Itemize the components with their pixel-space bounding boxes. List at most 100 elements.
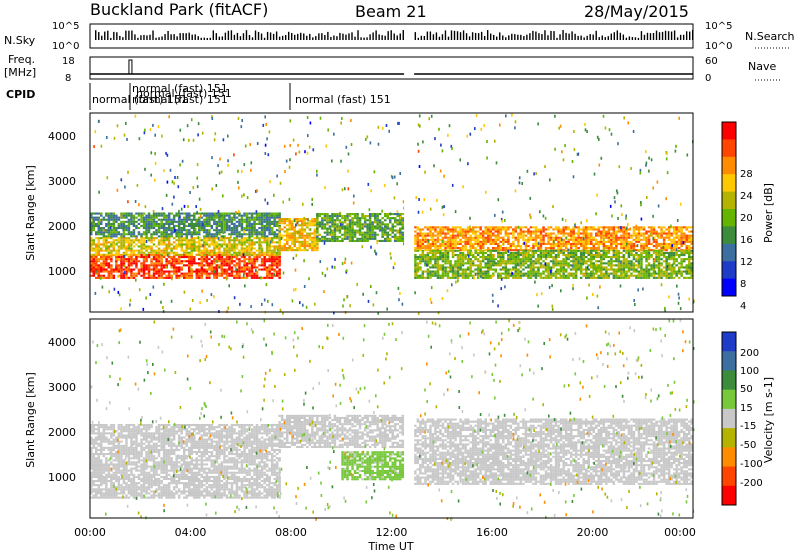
heatmap-cell xyxy=(618,271,621,273)
heatmap-cell xyxy=(226,262,229,264)
heatmap-cell xyxy=(673,231,676,233)
heatmap-cell xyxy=(374,225,377,227)
heatmap-cell xyxy=(605,275,608,277)
heatmap-cell xyxy=(301,233,304,235)
heatmap-cell xyxy=(427,260,430,262)
heatmap-cell xyxy=(628,237,631,239)
heatmap-cell xyxy=(329,219,332,221)
heatmap-cell xyxy=(125,271,128,273)
heatmap-cell xyxy=(243,260,246,262)
heatmap-cell xyxy=(203,256,206,258)
nsky-sample xyxy=(571,31,572,40)
heatmap-cell xyxy=(251,254,254,256)
heatmap-cell xyxy=(271,223,274,225)
heatmap-cell xyxy=(497,231,500,233)
heatmap-cell xyxy=(336,217,339,219)
heatmap-cell xyxy=(366,225,369,227)
heatmap-cell xyxy=(211,227,214,229)
heatmap-cell xyxy=(469,275,472,277)
heatmap-cell xyxy=(522,269,525,271)
heatmap-cell xyxy=(381,221,384,223)
heatmap-cell xyxy=(246,239,249,241)
heatmap-cell xyxy=(93,221,96,223)
heatmap-cell xyxy=(196,262,199,264)
heatmap-cell xyxy=(251,235,254,237)
heatmap-cell xyxy=(547,277,550,279)
heatmap-cell xyxy=(123,239,126,241)
heatmap-cell xyxy=(655,277,658,279)
heatmap-cell xyxy=(100,254,103,256)
heatmap-cell xyxy=(231,221,234,223)
heatmap-cell xyxy=(477,235,480,237)
heatmap-cell xyxy=(118,223,121,225)
nsky-sample xyxy=(288,32,289,40)
heatmap-cell xyxy=(603,241,606,243)
heatmap-cell xyxy=(560,262,563,264)
heatmap-cell xyxy=(585,247,588,249)
heatmap-cell xyxy=(520,266,523,268)
heatmap-cell xyxy=(688,277,691,279)
heatmap-cell xyxy=(115,221,118,223)
heatmap-cell xyxy=(256,277,258,279)
heatmap-cell xyxy=(228,245,231,247)
heatmap-cell xyxy=(485,273,488,275)
heatmap-cell xyxy=(567,262,570,264)
nsky-sample xyxy=(300,33,301,40)
heatmap-cell xyxy=(346,232,349,234)
heatmap-cell xyxy=(680,273,683,275)
heatmap-cell xyxy=(432,258,435,260)
heatmap-cell xyxy=(193,215,196,217)
heatmap-cell xyxy=(658,271,661,273)
nsky-sample xyxy=(243,33,244,40)
heatmap-cell xyxy=(655,241,658,243)
heatmap-cell xyxy=(188,248,191,250)
heatmap-cell xyxy=(490,256,493,258)
heatmap-cell xyxy=(663,273,666,275)
heatmap-cell xyxy=(469,258,472,260)
heatmap-cell xyxy=(148,264,151,266)
heatmap-cell xyxy=(160,269,163,271)
heatmap-cell xyxy=(575,250,578,252)
heatmap-cell xyxy=(565,228,568,230)
heatmap-cell xyxy=(623,266,626,268)
heatmap-cell xyxy=(100,271,103,273)
nsky-sample xyxy=(195,34,196,40)
heatmap-cell xyxy=(331,232,334,234)
heatmap-cell xyxy=(339,240,342,242)
heatmap-cell xyxy=(565,271,568,273)
heatmap-cell xyxy=(454,241,457,243)
heatmap-cell xyxy=(608,245,611,247)
heatmap-cell xyxy=(469,271,472,273)
heatmap-cell xyxy=(485,243,488,245)
heatmap-cell xyxy=(577,228,580,230)
heatmap-cell xyxy=(635,271,638,273)
heatmap-cell xyxy=(625,231,628,233)
heatmap-cell xyxy=(148,256,151,258)
heatmap-cell xyxy=(645,237,648,239)
heatmap-cell xyxy=(349,232,352,234)
heatmap-cell xyxy=(500,245,503,247)
heatmap-cell xyxy=(128,245,131,247)
heatmap-cell xyxy=(610,269,613,271)
heatmap-cell xyxy=(153,277,156,279)
heatmap-cell xyxy=(354,234,357,236)
heatmap-cell xyxy=(266,229,269,231)
heatmap-cell xyxy=(196,245,199,247)
heatmap-cell xyxy=(439,239,442,241)
heatmap-cell xyxy=(123,215,126,217)
heatmap-cell xyxy=(314,249,317,251)
heatmap-cell xyxy=(231,213,234,215)
heatmap-cell xyxy=(273,248,276,250)
heatmap-cell xyxy=(495,250,498,252)
heatmap-cell xyxy=(540,275,543,277)
heatmap-cell xyxy=(243,248,246,250)
heatmap-cell xyxy=(588,252,591,254)
heatmap-cell xyxy=(284,245,287,247)
heatmap-cell xyxy=(246,258,249,260)
beam-title: Beam 21 xyxy=(355,2,427,21)
nsky-sample xyxy=(463,30,464,40)
heatmap-cell xyxy=(683,260,686,262)
heatmap-cell xyxy=(311,222,314,224)
heatmap-cell xyxy=(618,226,621,228)
heatmap-cell xyxy=(309,233,312,235)
